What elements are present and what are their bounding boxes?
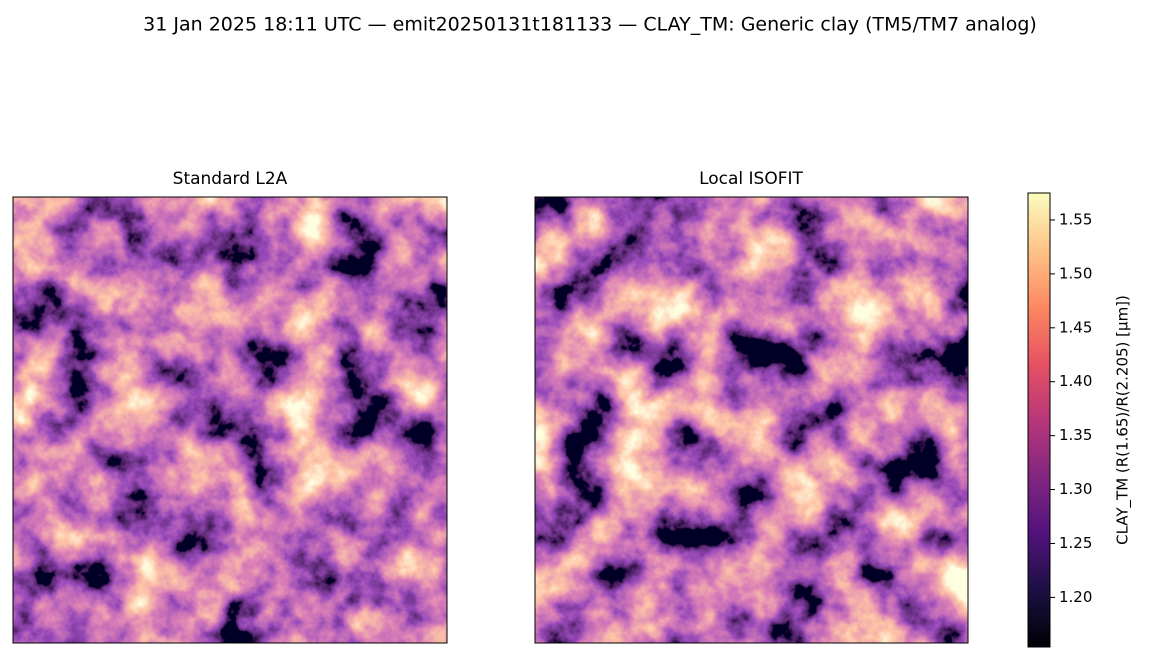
y-tick-label: 1.35 — [1059, 426, 1092, 444]
y-tick-label: 1.50 — [1059, 264, 1092, 282]
panel-title: Standard L2A — [173, 169, 288, 189]
panel-title: Local ISOFIT — [699, 169, 803, 189]
y-tick-label: 1.20 — [1059, 588, 1092, 606]
panel-frame — [534, 196, 969, 644]
panel-frame — [12, 196, 448, 644]
y-tick-label: 1.30 — [1059, 480, 1092, 498]
image-panel — [535, 197, 968, 643]
y-tick-label: 1.25 — [1059, 534, 1092, 552]
image-panel — [13, 197, 447, 643]
colorbar — [1027, 192, 1051, 648]
figure-title: 31 Jan 2025 18:11 UTC — emit20250131t181… — [143, 14, 1037, 36]
y-tick-label: 1.45 — [1059, 318, 1092, 336]
colorbar-label: CLAY_TM (R(1.65)/R(2.205) [μm]) — [1114, 295, 1133, 545]
y-tick-label: 1.55 — [1059, 210, 1092, 228]
y-tick-label: 1.40 — [1059, 372, 1092, 390]
